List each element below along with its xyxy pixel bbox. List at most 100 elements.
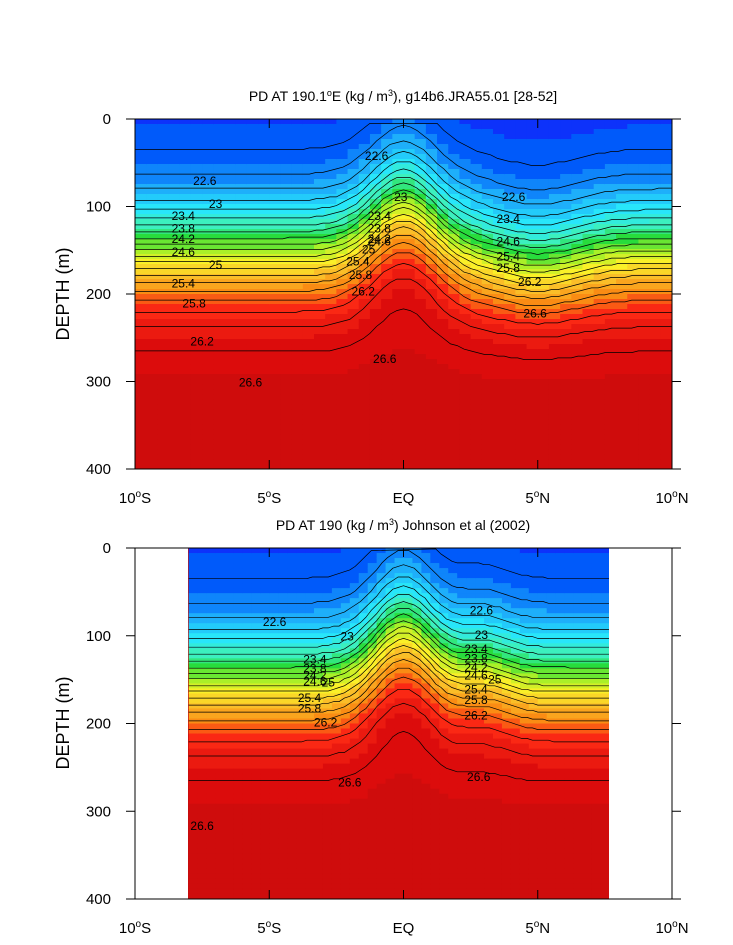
contour-cell — [616, 139, 628, 145]
contour-cell — [358, 349, 371, 355]
contour-cell — [560, 294, 572, 300]
contour-cell — [305, 673, 315, 679]
contour-cell — [336, 214, 349, 220]
contour-cell — [560, 134, 572, 140]
contour-cell — [414, 249, 427, 255]
contour-cell — [206, 618, 217, 624]
contour-cell — [425, 214, 438, 220]
contour-cell — [314, 294, 326, 300]
contour-cell — [246, 329, 259, 335]
contour-cell — [202, 344, 214, 350]
contour-cell — [278, 843, 288, 850]
contour-cell — [515, 134, 528, 140]
contour-cell — [571, 429, 584, 435]
contour-cell — [206, 638, 217, 644]
contour-cell — [425, 399, 438, 405]
contour-cell — [314, 144, 326, 150]
contour-cell — [537, 434, 550, 440]
contour-cell — [414, 204, 427, 210]
contour-cell — [224, 793, 235, 800]
contour-cell — [403, 154, 416, 160]
contour-cell — [224, 643, 235, 649]
contour-cell — [504, 429, 516, 435]
contour-cell — [322, 703, 333, 710]
contour-cell — [367, 888, 378, 895]
contour-cell — [638, 239, 651, 245]
contour-cell — [347, 299, 360, 305]
contour-cell — [280, 354, 293, 360]
contour-cell — [213, 279, 226, 285]
contour-cell — [660, 244, 672, 250]
contour-cell — [146, 374, 158, 380]
contour-cell — [190, 149, 203, 155]
contour-cell — [260, 798, 270, 805]
contour-cell — [157, 279, 170, 285]
contour-cell — [190, 379, 203, 385]
contour-cell — [206, 748, 217, 755]
contour-cell — [560, 214, 572, 220]
contour-cell — [349, 783, 360, 790]
contour-cell — [470, 269, 483, 275]
contour-cell — [649, 204, 662, 210]
contour-cell — [190, 419, 203, 425]
contour-cell — [414, 299, 427, 305]
contour-cell — [287, 893, 297, 899]
contour-cell — [190, 439, 203, 445]
contour-cell — [314, 334, 326, 340]
contour-cell — [202, 449, 214, 455]
contour-cell — [560, 424, 572, 430]
contour-cell — [296, 663, 306, 669]
contour-cell — [381, 339, 393, 345]
contour-cell — [314, 354, 326, 360]
contour-cell — [593, 364, 606, 370]
contour-cell — [459, 184, 472, 190]
contour-cell — [146, 364, 158, 370]
contour-cell — [347, 239, 360, 245]
contour-cell — [157, 264, 170, 270]
contour-cell — [258, 254, 270, 260]
contour-cell — [349, 793, 360, 800]
contour-cell — [627, 324, 640, 330]
contour-cell — [302, 379, 315, 385]
contour-cell — [197, 878, 208, 885]
contour-cell — [504, 169, 516, 175]
contour-cell — [627, 289, 640, 295]
contour-cell — [582, 414, 595, 420]
contour-cell — [403, 199, 416, 205]
contour-cell — [649, 224, 662, 230]
contour-cell — [336, 224, 349, 230]
contour-cell — [235, 359, 248, 365]
contour-cell — [649, 209, 662, 215]
contour-cell — [367, 748, 378, 755]
contour-cell — [305, 598, 315, 604]
contour-cell — [135, 339, 147, 345]
contour-cell — [340, 743, 351, 750]
contour-cell — [305, 763, 315, 770]
contour-cell — [188, 663, 199, 669]
contour-cell — [470, 154, 483, 160]
contour-cell — [291, 139, 304, 145]
contour-cell — [358, 873, 369, 880]
contour-cell — [296, 683, 306, 689]
contour-cell — [146, 439, 158, 445]
contour-cell — [349, 863, 360, 870]
contour-cell — [593, 414, 606, 420]
contour-cell — [515, 269, 528, 275]
contour-cell — [649, 184, 662, 190]
contour-cell — [188, 563, 199, 569]
contour-cell — [190, 314, 203, 320]
contour-cell — [638, 249, 651, 255]
contour-cell — [347, 149, 360, 155]
contour-cell — [291, 464, 304, 469]
contour-cell — [190, 319, 203, 325]
contour-cell — [135, 369, 147, 375]
contour-cell — [242, 693, 252, 700]
contour-cell — [604, 264, 617, 270]
contour-cell — [548, 369, 561, 375]
contour-cell — [325, 219, 337, 225]
contour-cell — [515, 449, 528, 455]
contour-cell — [235, 254, 248, 260]
contour-cell — [604, 154, 617, 160]
contour-cell — [224, 748, 235, 755]
contour-cell — [358, 379, 371, 385]
